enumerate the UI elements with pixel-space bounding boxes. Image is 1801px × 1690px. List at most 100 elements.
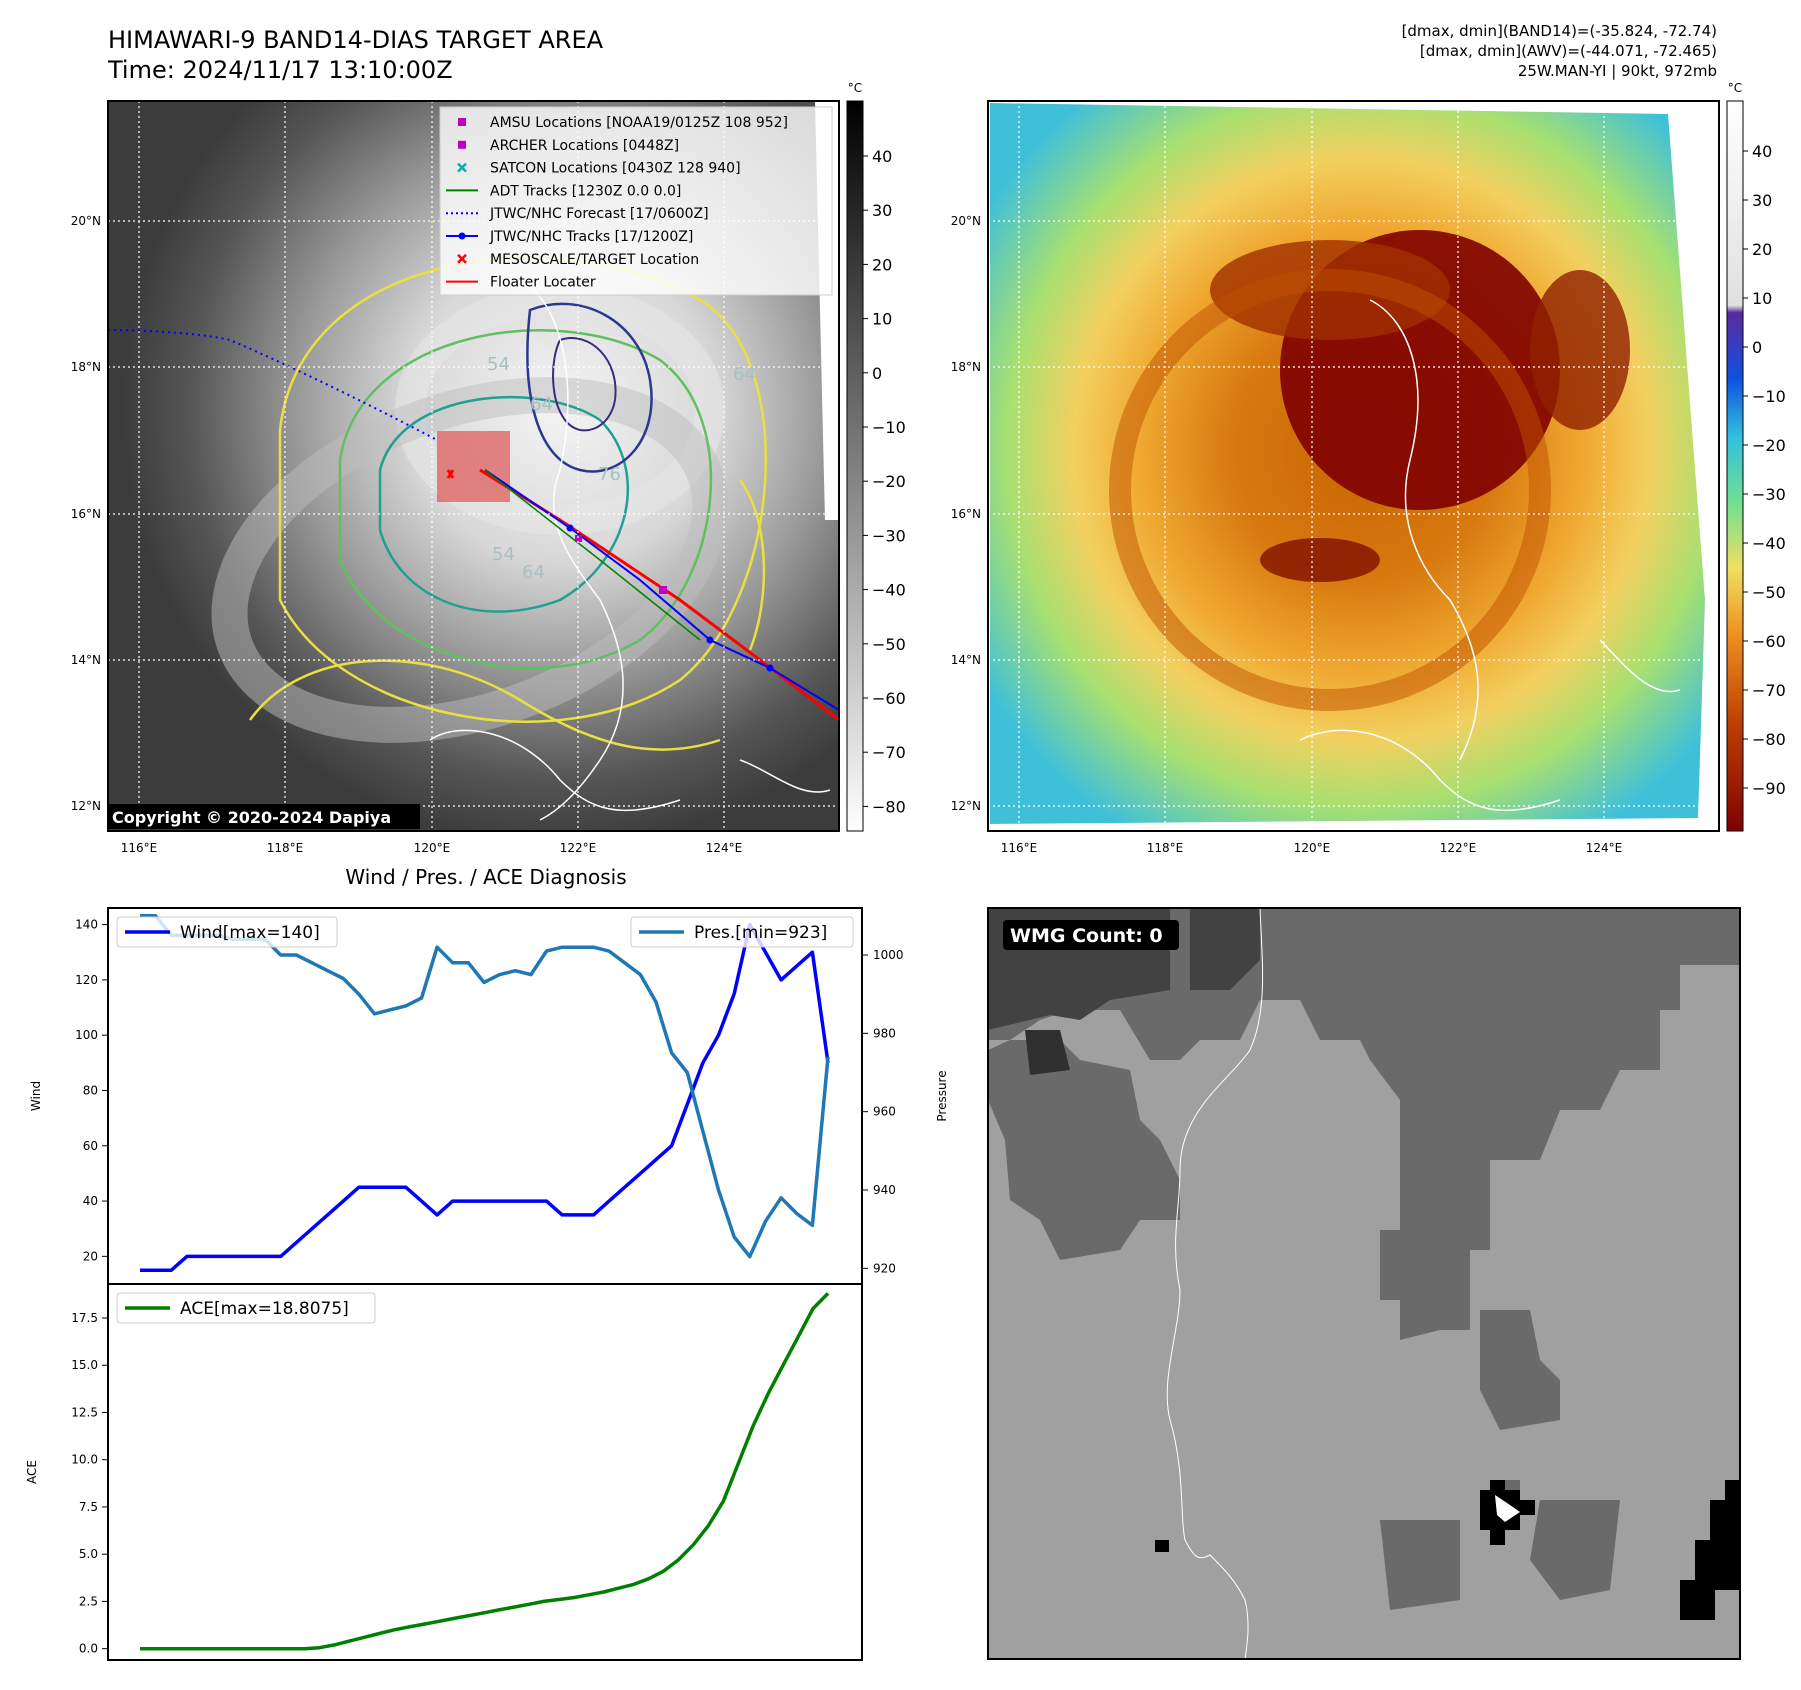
pressure-tick-label: 960 [873, 1105, 896, 1119]
wv-colorbar-unit: °C [1728, 81, 1742, 95]
contour-label: 64 [733, 364, 756, 385]
colorbar-tick-label: 40 [1752, 142, 1772, 161]
legend-label: JTWC/NHC Tracks [17/1200Z] [489, 229, 693, 245]
wind-tick-label: 120 [75, 973, 98, 987]
lat-tick-label: 14°N [71, 653, 101, 667]
pressure-legend: Pres.[min=923] [630, 916, 854, 948]
ace-legend-label: ACE[max=18.8075] [180, 1299, 349, 1319]
legend-label: JTWC/NHC Forecast [17/0600Z] [489, 206, 709, 222]
colorbar-tick-label: −70 [872, 743, 906, 762]
lat-tick-label: 18°N [71, 360, 101, 374]
ace-tick-label: 10.0 [71, 1453, 98, 1467]
colorbar-tick-label: −10 [872, 418, 906, 437]
lon-tick-label: 116°E [1001, 841, 1038, 855]
ace-tick-label: 17.5 [71, 1311, 98, 1325]
wind-tick-label: 140 [75, 918, 98, 932]
ace-axes [107, 1283, 863, 1661]
colorbar-tick-label: −20 [872, 472, 906, 491]
ace-tick-label: 7.5 [79, 1500, 98, 1514]
colorbar-tick-label: 0 [872, 364, 882, 383]
legend-label: SATCON Locations [0430Z 128 940] [490, 161, 741, 177]
ace-tick-label: 0.0 [79, 1642, 98, 1656]
lon-tick-label: 124°E [1586, 841, 1623, 855]
pressure-tick-label: 1000 [873, 948, 904, 962]
wind-series-line [140, 922, 830, 1272]
chart-time: Time: 2024/11/17 13:10:00Z [108, 56, 453, 84]
wmg-count-label: WMG Count: 0 [1010, 925, 1163, 947]
wind-tick-label: 20 [83, 1249, 98, 1263]
colorbar-tick-label: 20 [1752, 240, 1772, 259]
lat-tick-label: 20°N [951, 214, 981, 228]
colorbar-tick-label: −50 [872, 635, 906, 654]
lat-tick-label: 16°N [951, 507, 981, 521]
lat-tick-label: 14°N [951, 653, 981, 667]
lat-tick-label: 12°N [951, 799, 981, 813]
legend-label: ADT Tracks [1230Z 0.0 0.0] [490, 183, 681, 199]
legend-label: MESOSCALE/TARGET Location [490, 252, 699, 268]
colorbar-tick-label: 10 [1752, 289, 1772, 308]
lon-tick-label: 122°E [1440, 841, 1477, 855]
lon-tick-label: 124°E [706, 841, 743, 855]
wind-legend: Wind[max=140] [116, 916, 338, 948]
ace-tick-label: 2.5 [79, 1594, 98, 1608]
chart-title: HIMAWARI-9 BAND14-DIAS TARGET AREA [108, 26, 604, 54]
colorbar-tick-label: −60 [872, 689, 906, 708]
wind-legend-label: Wind[max=140] [180, 923, 320, 943]
legend-marker-dot [458, 232, 466, 240]
ace-legend: ACE[max=18.8075] [116, 1292, 376, 1324]
legend-marker [458, 140, 466, 149]
lon-tick-label: 116°E [121, 841, 158, 855]
lon-tick-label: 122°E [560, 841, 597, 855]
ir-colorbar-unit: °C [848, 81, 862, 95]
wv-colorbar: 40 30 20 10 0 −10 −20 −30 −40 −50 −60 −70 −80 −90 °C [1726, 81, 1786, 832]
pressure-legend-label: Pres.[min=923] [694, 923, 827, 943]
colorbar-tick-label: −30 [872, 526, 906, 545]
colorbar-tick-label: 20 [872, 255, 892, 274]
diagnosis-title: Wind / Pres. / ACE Diagnosis [345, 865, 626, 889]
ir-colorbar: 40 30 20 10 0 −10 −20 −30 −40 −50 −60 −70 −80 °C [846, 81, 906, 832]
colorbar-tick-label: 0 [1752, 338, 1762, 357]
ace-tick-label: 5.0 [79, 1547, 98, 1561]
colorbar-tick-label: −70 [1752, 681, 1786, 700]
ace-series-line [140, 1292, 830, 1651]
lon-tick-label: 120°E [1294, 841, 1331, 855]
legend-label: AMSU Locations [NOAA19/0125Z 108 952] [490, 115, 788, 131]
colorbar-tick-label: −10 [1752, 387, 1786, 406]
colorbar-tick-label: 10 [872, 310, 892, 329]
lon-tick-label: 118°E [267, 841, 304, 855]
legend-marker [458, 118, 466, 126]
awv-range: [dmax, dmin](AWV)=(-44.071, -72.465) [1419, 42, 1717, 60]
colorbar-tick-label: 30 [1752, 191, 1772, 210]
wind-pressure-axes [107, 907, 863, 1285]
lat-tick-label: 18°N [951, 360, 981, 374]
wv-image-panel [987, 100, 1720, 832]
colorbar-tick-label: −50 [1752, 583, 1786, 602]
storm-info: 25W.MAN-YI | 90kt, 972mb [1517, 62, 1717, 80]
contour-label: 54 [492, 544, 515, 565]
wind-tick-label: 40 [83, 1194, 98, 1208]
lat-tick-label: 20°N [71, 214, 101, 228]
colorbar-tick-label: −90 [1752, 779, 1786, 798]
target-area-box [437, 431, 510, 502]
pressure-tick-label: 940 [873, 1183, 896, 1197]
colorbar-tick-label: −80 [1752, 730, 1786, 749]
map-legend: AMSU Locations [NOAA19/0125Z 108 952] ARC… [439, 106, 833, 296]
lon-tick-label: 120°E [414, 841, 451, 855]
copyright-label: Copyright © 2020-2024 Dapiya [112, 808, 391, 827]
pressure-axis-label: Pressure [935, 1070, 949, 1121]
legend-label: ARCHER Locations [0448Z] [490, 138, 679, 154]
pressure-tick-label: 980 [873, 1026, 896, 1040]
pressure-tick-label: 920 [873, 1261, 896, 1275]
wind-axis-label: Wind [29, 1081, 43, 1111]
lon-tick-label: 118°E [1147, 841, 1184, 855]
colorbar-tick-label: −30 [1752, 485, 1786, 504]
contour-label: 64 [530, 394, 553, 415]
colorbar-tick-label: −60 [1752, 632, 1786, 651]
colorbar-tick-label: −40 [1752, 534, 1786, 553]
legend-marker [457, 162, 467, 173]
colorbar-tick-label: −80 [872, 797, 906, 816]
colorbar-tick-label: 30 [872, 201, 892, 220]
legend-marker [457, 253, 467, 264]
contour-label: 76 [598, 464, 621, 485]
colorbar-tick-label: 40 [872, 147, 892, 166]
